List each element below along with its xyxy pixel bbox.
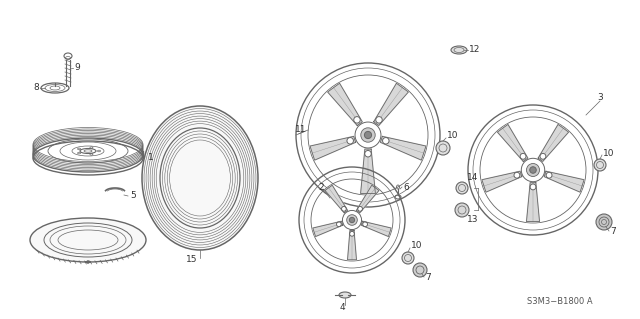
Polygon shape xyxy=(356,185,379,213)
Circle shape xyxy=(546,172,552,178)
Text: 8: 8 xyxy=(33,84,39,93)
Circle shape xyxy=(530,167,536,173)
Circle shape xyxy=(342,206,346,211)
Text: 10: 10 xyxy=(411,241,422,250)
Circle shape xyxy=(436,141,450,155)
Circle shape xyxy=(527,164,540,176)
Polygon shape xyxy=(527,183,540,222)
Text: 5: 5 xyxy=(130,191,136,201)
Polygon shape xyxy=(538,124,568,161)
Text: 14: 14 xyxy=(467,174,478,182)
Circle shape xyxy=(596,214,612,230)
Polygon shape xyxy=(361,221,391,236)
Circle shape xyxy=(402,252,414,264)
Polygon shape xyxy=(497,124,528,161)
Text: 10: 10 xyxy=(447,131,458,140)
Circle shape xyxy=(363,222,367,226)
Circle shape xyxy=(349,217,355,223)
Polygon shape xyxy=(380,136,426,160)
Polygon shape xyxy=(482,171,522,192)
Polygon shape xyxy=(348,230,356,260)
Text: 12: 12 xyxy=(469,46,481,55)
Text: 6: 6 xyxy=(403,182,409,191)
Polygon shape xyxy=(544,171,584,192)
Circle shape xyxy=(361,128,375,142)
Text: 15: 15 xyxy=(186,256,198,264)
Circle shape xyxy=(358,206,362,211)
Circle shape xyxy=(530,184,536,190)
Circle shape xyxy=(455,203,469,217)
Text: 1: 1 xyxy=(148,153,154,162)
Circle shape xyxy=(364,131,372,138)
Circle shape xyxy=(520,153,526,159)
Circle shape xyxy=(354,117,360,123)
Polygon shape xyxy=(310,136,356,160)
Circle shape xyxy=(349,231,355,236)
Ellipse shape xyxy=(142,106,258,250)
Circle shape xyxy=(347,215,357,225)
Text: 7: 7 xyxy=(425,273,431,283)
Text: 11: 11 xyxy=(295,125,307,135)
Circle shape xyxy=(456,182,468,194)
Ellipse shape xyxy=(30,218,146,262)
Text: 3: 3 xyxy=(597,93,603,102)
Text: S3M3−B1800 A: S3M3−B1800 A xyxy=(527,298,593,307)
Polygon shape xyxy=(360,149,376,194)
Circle shape xyxy=(337,222,341,226)
Polygon shape xyxy=(374,83,408,125)
Circle shape xyxy=(376,117,382,123)
Circle shape xyxy=(383,137,389,144)
Ellipse shape xyxy=(451,46,467,54)
Text: 2: 2 xyxy=(318,183,324,192)
Circle shape xyxy=(347,137,353,144)
Circle shape xyxy=(594,159,606,171)
Circle shape xyxy=(413,263,427,277)
Text: 13: 13 xyxy=(467,216,479,225)
Polygon shape xyxy=(325,185,348,213)
Text: 7: 7 xyxy=(610,227,616,236)
Text: 9: 9 xyxy=(74,63,80,72)
Circle shape xyxy=(514,172,520,178)
Text: 10: 10 xyxy=(603,149,614,158)
Circle shape xyxy=(365,151,371,157)
Polygon shape xyxy=(313,221,343,236)
Ellipse shape xyxy=(339,292,351,298)
Text: 4: 4 xyxy=(339,302,345,311)
Polygon shape xyxy=(328,83,362,125)
Circle shape xyxy=(540,153,546,159)
